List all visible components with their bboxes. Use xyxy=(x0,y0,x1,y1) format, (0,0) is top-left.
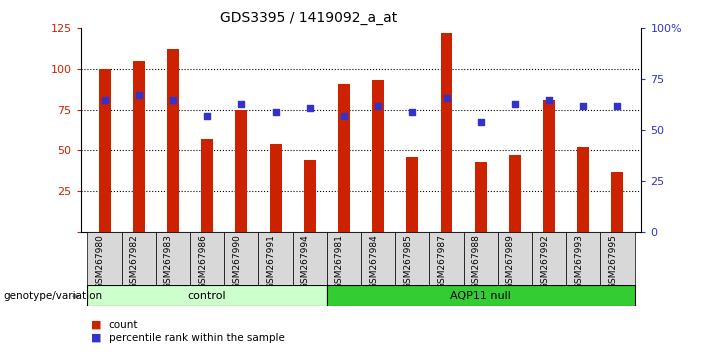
Bar xyxy=(566,232,600,285)
Bar xyxy=(88,232,122,285)
Point xyxy=(578,103,589,109)
Point xyxy=(372,103,383,109)
Text: GSM267986: GSM267986 xyxy=(198,235,207,290)
Bar xyxy=(578,147,590,232)
Bar xyxy=(463,232,498,285)
Point xyxy=(407,109,418,115)
Point xyxy=(304,105,315,110)
Point xyxy=(99,97,110,102)
Text: GSM267992: GSM267992 xyxy=(540,235,549,289)
Bar xyxy=(372,80,384,232)
Bar xyxy=(532,232,566,285)
Text: count: count xyxy=(109,320,138,330)
Bar xyxy=(190,232,224,285)
Text: GSM267980: GSM267980 xyxy=(95,235,104,290)
Bar xyxy=(201,139,213,232)
Text: ■: ■ xyxy=(91,320,102,330)
Bar xyxy=(327,232,361,285)
Bar xyxy=(509,155,521,232)
Text: GSM267987: GSM267987 xyxy=(437,235,447,290)
Text: GSM267983: GSM267983 xyxy=(164,235,173,290)
Bar xyxy=(543,100,555,232)
Bar xyxy=(440,33,452,232)
Bar xyxy=(292,232,327,285)
Point xyxy=(475,119,486,125)
Bar xyxy=(88,285,327,306)
Text: GSM267989: GSM267989 xyxy=(506,235,515,290)
Text: GDS3395 / 1419092_a_at: GDS3395 / 1419092_a_at xyxy=(220,11,397,25)
Point xyxy=(168,97,179,102)
Bar xyxy=(304,160,315,232)
Text: GSM267984: GSM267984 xyxy=(369,235,378,289)
Bar xyxy=(167,50,179,232)
Text: genotype/variation: genotype/variation xyxy=(4,291,102,301)
Bar xyxy=(361,232,395,285)
Text: control: control xyxy=(188,291,226,301)
Point xyxy=(270,109,281,115)
Bar xyxy=(270,144,282,232)
Text: GSM267985: GSM267985 xyxy=(403,235,412,290)
Bar xyxy=(338,84,350,232)
Bar xyxy=(611,172,623,232)
Text: AQP11 null: AQP11 null xyxy=(450,291,511,301)
Point xyxy=(133,93,144,98)
Text: GSM267991: GSM267991 xyxy=(266,235,275,290)
Text: GSM267990: GSM267990 xyxy=(232,235,241,290)
Bar xyxy=(236,110,247,232)
Text: ■: ■ xyxy=(91,333,102,343)
Bar xyxy=(600,232,634,285)
Bar xyxy=(430,232,463,285)
Text: GSM267994: GSM267994 xyxy=(301,235,310,289)
Bar xyxy=(122,232,156,285)
Text: percentile rank within the sample: percentile rank within the sample xyxy=(109,333,285,343)
Text: GSM267995: GSM267995 xyxy=(608,235,618,290)
Point xyxy=(543,97,554,102)
Text: GSM267982: GSM267982 xyxy=(130,235,139,289)
Point xyxy=(236,101,247,107)
Bar xyxy=(156,232,190,285)
Bar xyxy=(224,232,259,285)
Bar xyxy=(407,157,418,232)
Text: GSM267988: GSM267988 xyxy=(472,235,481,290)
Bar xyxy=(327,285,634,306)
Point xyxy=(510,101,521,107)
Point xyxy=(612,103,623,109)
Text: GSM267981: GSM267981 xyxy=(335,235,344,290)
Bar xyxy=(475,162,486,232)
Bar xyxy=(132,61,144,232)
Point xyxy=(201,113,212,119)
Bar xyxy=(259,232,292,285)
Point xyxy=(339,113,350,119)
Bar xyxy=(99,69,111,232)
Bar xyxy=(395,232,430,285)
Text: GSM267993: GSM267993 xyxy=(574,235,583,290)
Point xyxy=(441,95,452,101)
Bar xyxy=(498,232,532,285)
